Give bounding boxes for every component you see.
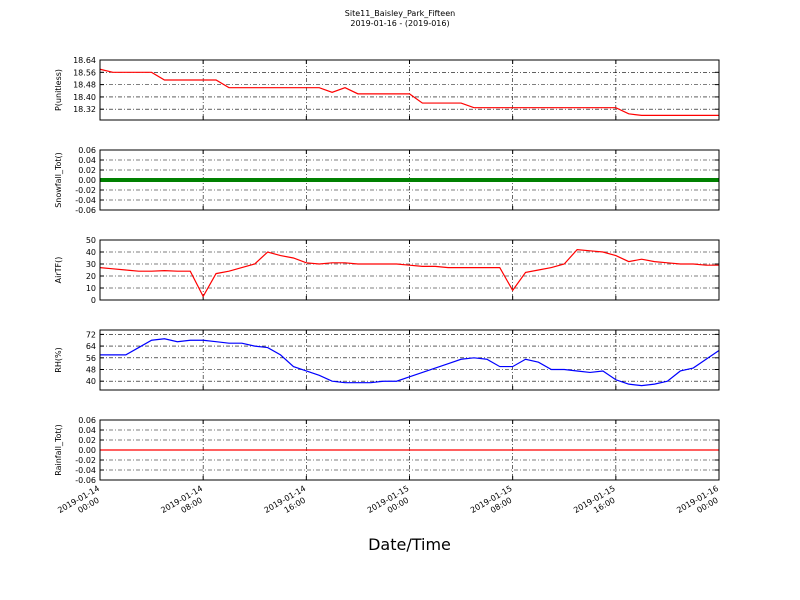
y-tick-label: -0.02 — [75, 186, 96, 195]
x-axis-label: Date/Time — [368, 535, 451, 554]
chart-subtitle: 2019-01-16 - (2019-016) — [350, 19, 449, 28]
y-axis-label: Snowfall_Tot() — [54, 152, 63, 208]
y-axis-label: AirTF() — [54, 257, 63, 284]
y-tick-label: 18.56 — [73, 68, 96, 77]
y-tick-label: 18.40 — [73, 93, 96, 102]
y-tick-label: 56 — [86, 354, 96, 363]
y-tick-label: 50 — [86, 236, 96, 245]
y-tick-label: 0.02 — [78, 436, 96, 445]
y-tick-label: 0.04 — [78, 426, 96, 435]
y-tick-label: 0.06 — [78, 416, 96, 425]
y-tick-label: -0.06 — [75, 476, 96, 485]
y-tick-label: 0.04 — [78, 156, 96, 165]
chart-title: Site11_Baisley_Park_Fifteen — [345, 9, 455, 18]
plot-frame — [99, 419, 720, 481]
y-tick-label: 48 — [86, 366, 96, 375]
y-tick-label: 0.00 — [78, 446, 96, 455]
y-tick-label: 10 — [86, 284, 96, 293]
plot-frame — [99, 239, 720, 301]
y-axis-label: P(unitless) — [54, 69, 63, 111]
y-tick-label: 0 — [91, 296, 96, 305]
y-tick-label: 20 — [86, 272, 96, 281]
y-tick-label: 18.32 — [73, 105, 96, 114]
plot-frame — [99, 329, 720, 391]
y-tick-label: 18.64 — [73, 56, 96, 65]
y-tick-label: 0.02 — [78, 166, 96, 175]
y-tick-label: 72 — [86, 330, 96, 339]
y-tick-label: -0.04 — [75, 196, 96, 205]
plot-frame — [99, 149, 720, 211]
y-tick-label: -0.02 — [75, 456, 96, 465]
y-tick-label: 0.00 — [78, 176, 96, 185]
data-line — [99, 248, 719, 298]
data-line — [100, 338, 720, 387]
y-tick-label: -0.04 — [75, 466, 96, 475]
y-tick-label: -0.06 — [75, 206, 96, 215]
y-tick-label: 64 — [86, 342, 96, 351]
y-tick-label: 18.48 — [73, 81, 96, 90]
y-tick-label: 40 — [86, 248, 96, 257]
y-axis-label: RH(%) — [54, 347, 63, 372]
y-tick-label: 30 — [86, 260, 96, 269]
y-tick-label: 0.06 — [78, 146, 96, 155]
plot-frame — [99, 59, 720, 121]
y-axis-label: Rainfall_Tot() — [54, 424, 63, 476]
y-tick-label: 40 — [86, 377, 96, 386]
data-line — [99, 68, 719, 116]
